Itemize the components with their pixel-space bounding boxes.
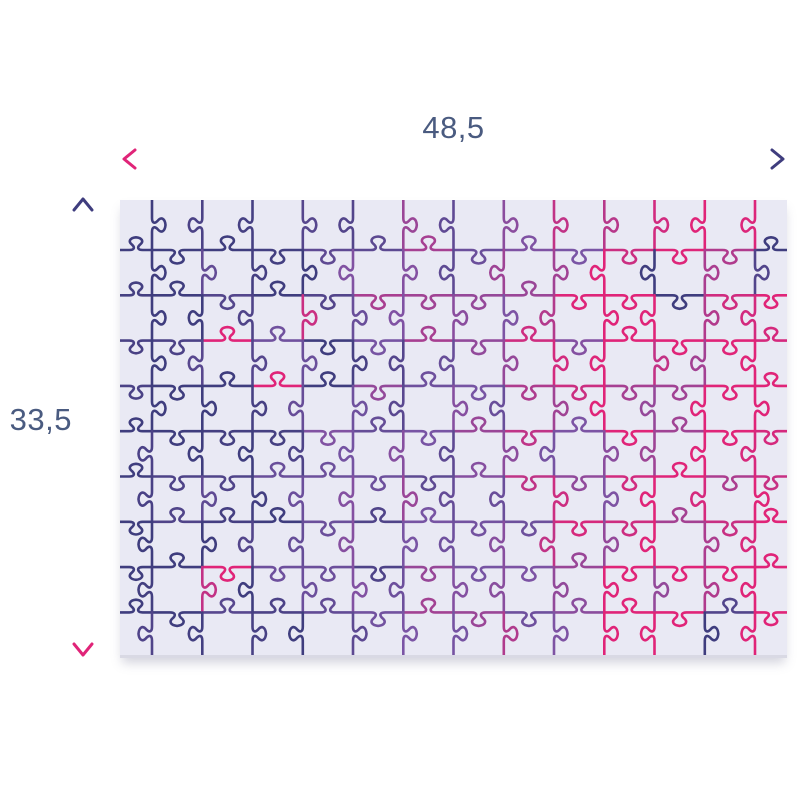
height-label: 33,5 — [9, 402, 72, 437]
puzzle-image — [120, 200, 787, 658]
height-arrow-icon — [72, 197, 94, 657]
width-label: 48,5 — [422, 110, 485, 145]
width-arrow-icon — [122, 148, 785, 170]
puzzle-pattern — [120, 200, 787, 655]
